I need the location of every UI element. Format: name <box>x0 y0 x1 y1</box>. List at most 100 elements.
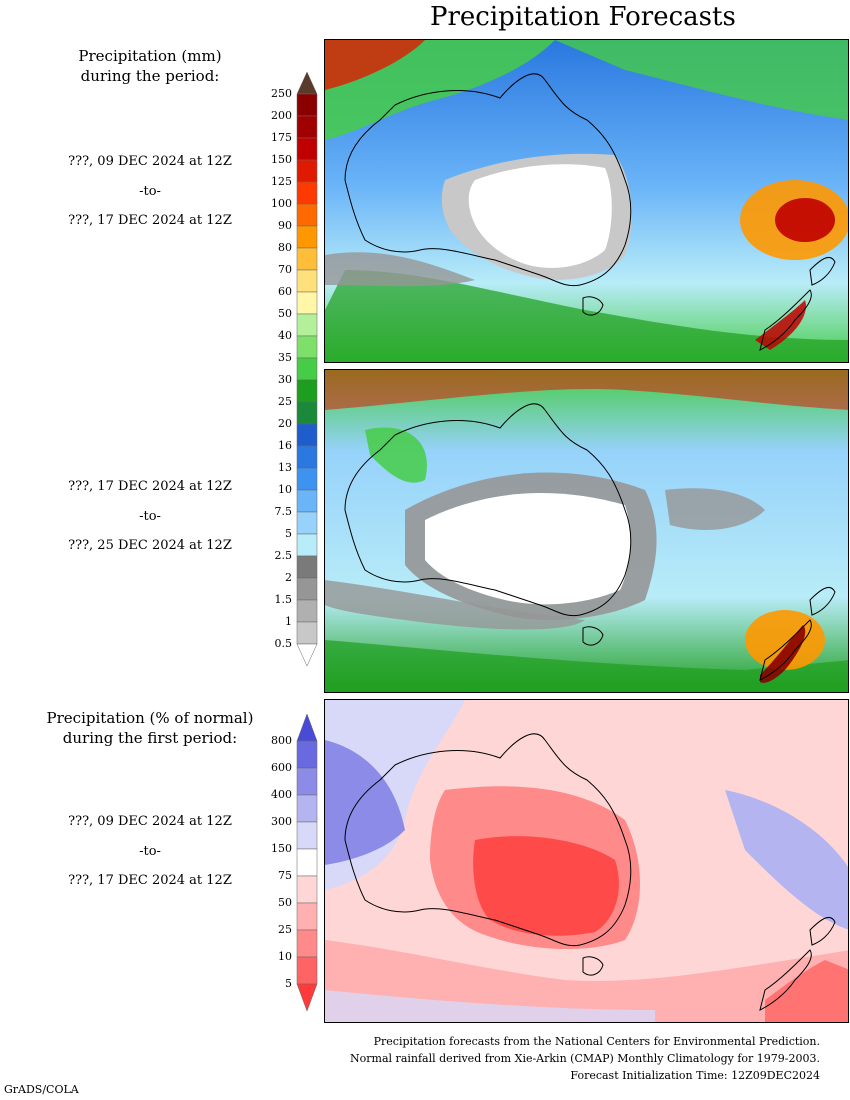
precip-header-line2: during the period: <box>80 67 220 85</box>
colorbar-segment <box>296 445 318 469</box>
period2-end: ???, 25 DEC 2024 at 12Z <box>68 538 232 553</box>
colorbar-label: 16 <box>278 439 292 452</box>
period3-start: ???, 09 DEC 2024 at 12Z <box>68 814 232 829</box>
colorbar-label: 40 <box>278 329 292 342</box>
colorbar-label: 30 <box>278 373 292 386</box>
colorbar-label: 75 <box>278 869 292 882</box>
colorbar-segment <box>296 714 318 742</box>
colorbar-segment <box>296 643 318 667</box>
colorbar-segment <box>296 533 318 557</box>
colorbar-label: 80 <box>278 241 292 254</box>
period3-sep: -to- <box>139 844 161 859</box>
colorbar-segment <box>296 489 318 513</box>
colorbar-label: 5 <box>285 977 292 990</box>
percent-normal-map <box>325 700 848 1022</box>
colorbar-segment <box>296 983 318 1012</box>
colorbar-label: 175 <box>271 131 292 144</box>
colorbar-segment <box>296 821 318 850</box>
colorbar-segment <box>296 159 318 183</box>
colorbar-label: 0.5 <box>274 637 293 650</box>
colorbar-label: 90 <box>278 219 292 232</box>
colorbar-label: 400 <box>271 788 292 801</box>
colorbar-segment <box>296 767 318 796</box>
colorbar-label: 50 <box>278 307 292 320</box>
colorbar-segment <box>296 956 318 985</box>
colorbar-segment <box>296 875 318 904</box>
colorbar-label: 5 <box>285 527 292 540</box>
colorbar-segment <box>296 181 318 205</box>
colorbar-segment <box>296 929 318 958</box>
colorbar-label: 2 <box>285 571 292 584</box>
colorbar-segment <box>296 740 318 769</box>
colorbar-segment <box>296 848 318 877</box>
colorbar-segment <box>296 555 318 579</box>
colorbar-label: 250 <box>271 87 292 100</box>
colorbar-label: 200 <box>271 109 292 122</box>
map-panel-percent <box>324 699 849 1023</box>
pct-header-line1: Precipitation (% of normal) <box>46 709 254 727</box>
colorbar-segment <box>296 902 318 931</box>
colorbar-label: 25 <box>278 923 292 936</box>
pct-colorbar <box>296 714 318 1012</box>
colorbar-label: 2.5 <box>274 549 293 562</box>
period1-end: ???, 17 DEC 2024 at 12Z <box>68 213 232 228</box>
period2-sep: -to- <box>139 509 161 524</box>
precip-header-line1: Precipitation (mm) <box>78 47 222 65</box>
colorbar-segment <box>296 621 318 645</box>
colorbar-label: 150 <box>271 842 292 855</box>
colorbar-label: 35 <box>278 351 292 364</box>
colorbar-label: 125 <box>271 175 292 188</box>
colorbar-label: 10 <box>278 950 292 963</box>
colorbar-label: 800 <box>271 734 292 747</box>
colorbar-label: 70 <box>278 263 292 276</box>
colorbar-segment <box>296 423 318 447</box>
period1-sep: -to- <box>139 184 161 199</box>
colorbar-segment <box>296 577 318 601</box>
colorbar-segment <box>296 269 318 293</box>
footer-line-2: Normal rainfall derived from Xie-Arkin (… <box>350 1052 820 1065</box>
footer-line-3: Forecast Initialization Time: 12Z09DEC20… <box>570 1069 820 1082</box>
colorbar-segment <box>296 291 318 315</box>
precip-map-2 <box>325 370 848 692</box>
colorbar-segment <box>296 313 318 337</box>
colorbar-label: 1 <box>285 615 292 628</box>
colorbar-label: 300 <box>271 815 292 828</box>
colorbar-segment <box>296 599 318 623</box>
colorbar-label: 7.5 <box>274 505 293 518</box>
period1-start: ???, 09 DEC 2024 at 12Z <box>68 154 232 169</box>
colorbar-segment <box>296 115 318 139</box>
colorbar-segment <box>296 225 318 249</box>
precip-colorbar <box>296 72 318 667</box>
colorbar-segment <box>296 203 318 227</box>
map-panel-period1 <box>324 39 849 363</box>
colorbar-label: 60 <box>278 285 292 298</box>
colorbar-label: 25 <box>278 395 292 408</box>
colorbar-segment <box>296 93 318 117</box>
colorbar-segment <box>296 72 318 95</box>
footer-line-1: Precipitation forecasts from the Nationa… <box>373 1035 820 1048</box>
precip-map-1 <box>325 40 848 362</box>
colorbar-label: 100 <box>271 197 292 210</box>
colorbar-segment <box>296 137 318 161</box>
colorbar-label: 150 <box>271 153 292 166</box>
period2-start: ???, 17 DEC 2024 at 12Z <box>68 479 232 494</box>
period3-end: ???, 17 DEC 2024 at 12Z <box>68 873 232 888</box>
colorbar-segment <box>296 247 318 271</box>
colorbar-label: 600 <box>271 761 292 774</box>
colorbar-label: 1.5 <box>274 593 293 606</box>
colorbar-segment <box>296 794 318 823</box>
colorbar-segment <box>296 335 318 359</box>
map-panel-period2 <box>324 369 849 693</box>
colorbar-segment <box>296 401 318 425</box>
colorbar-segment <box>296 467 318 491</box>
pct-header: Precipitation (% of normal) during the f… <box>0 708 300 748</box>
colorbar-label: 20 <box>278 417 292 430</box>
colorbar-segment <box>296 511 318 535</box>
pct-header-line2: during the first period: <box>62 729 238 747</box>
page-title: Precipitation Forecasts <box>430 2 736 32</box>
colorbar-label: 13 <box>278 461 292 474</box>
colorbar-label: 50 <box>278 896 292 909</box>
colorbar-segment <box>296 357 318 381</box>
colorbar-label: 10 <box>278 483 292 496</box>
precip-header: Precipitation (mm) during the period: <box>0 46 300 86</box>
